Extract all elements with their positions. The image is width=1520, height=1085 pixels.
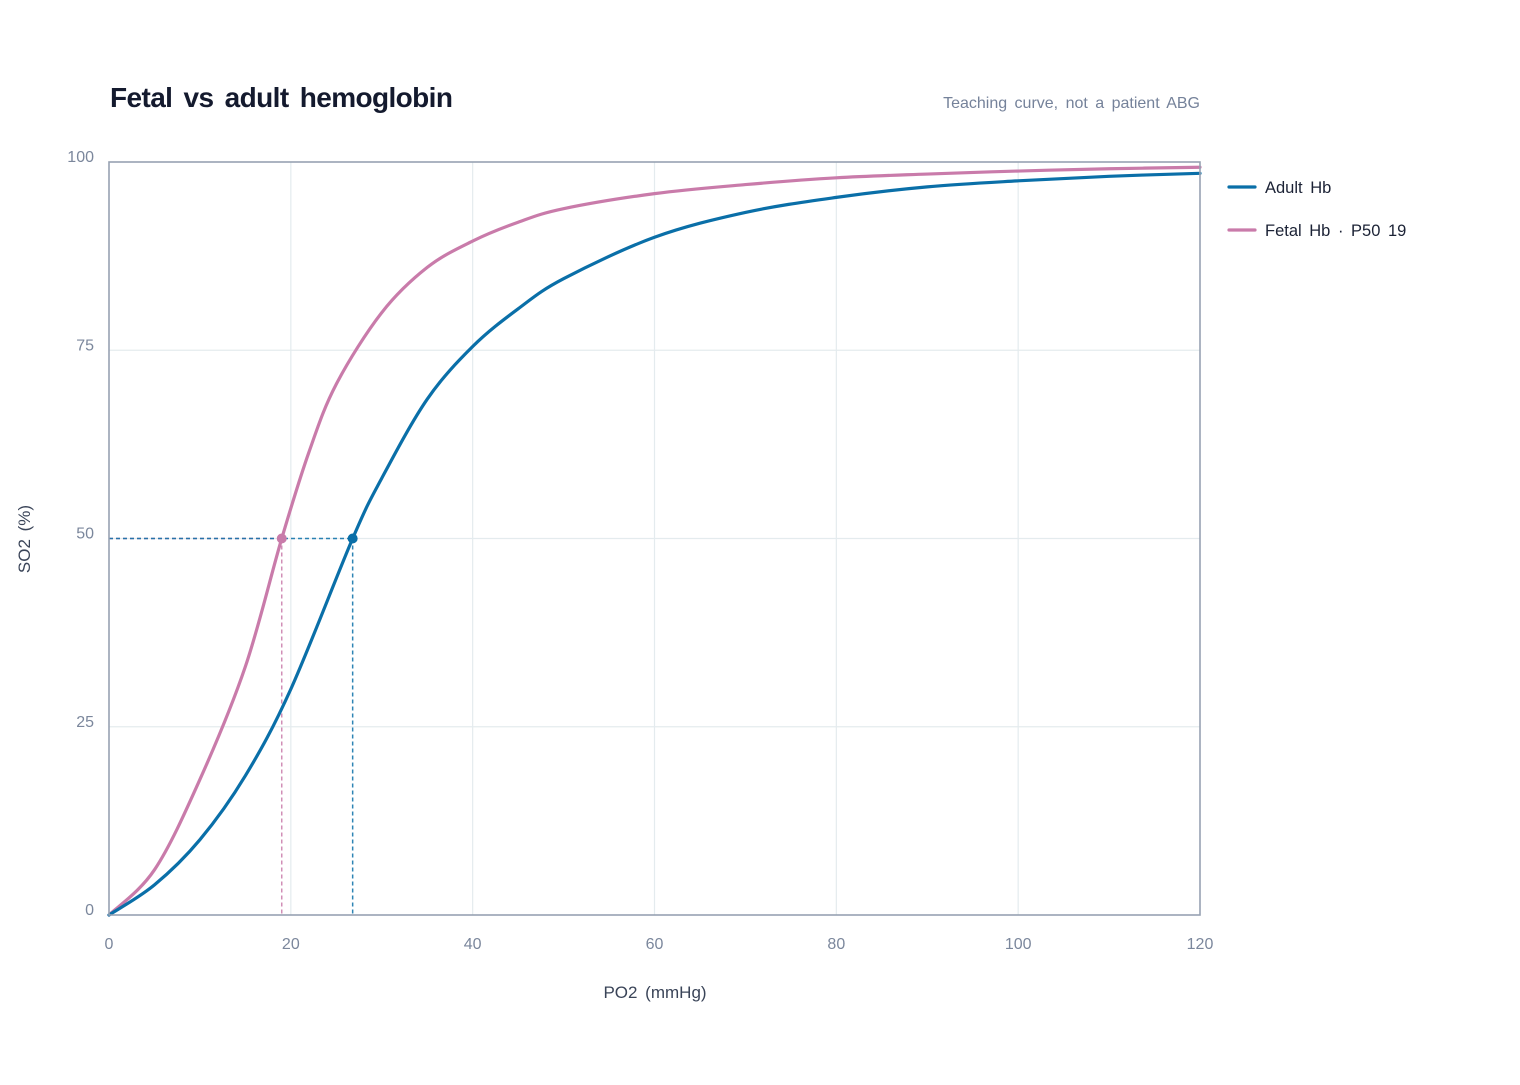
y-tick-label: 25 (76, 714, 94, 731)
x-tick-label: 100 (1005, 936, 1032, 953)
y-axis-label: SO2 (%) (15, 505, 34, 573)
series-line-adult (107, 171, 1202, 917)
p50-marker-fetal (276, 533, 287, 544)
x-tick-label: 60 (646, 936, 664, 953)
grid (109, 162, 1200, 915)
x-tick-label: 120 (1187, 936, 1214, 953)
p50-markers (276, 533, 358, 544)
series-line-fetal (107, 165, 1202, 917)
plot-frame (108, 161, 1201, 916)
chart-subtitle: Teaching curve, not a patient ABG (943, 95, 1200, 112)
x-axis-label: PO2 (mmHg) (603, 983, 706, 1002)
chart-title: Fetal vs adult hemoglobin (110, 82, 452, 113)
x-tick-label: 80 (827, 936, 845, 953)
tick-labels: 0 20 40 60 80 100 120 0 25 50 75 100 (67, 149, 1213, 953)
legend: Adult Hb Fetal Hb · P50 19 (1227, 179, 1406, 240)
x-tick-label: 20 (282, 936, 300, 953)
x-tick-label: 0 (105, 936, 114, 953)
legend-label-fetal: Fetal Hb · P50 19 (1265, 222, 1406, 240)
y-tick-label: 75 (76, 337, 94, 354)
x-tick-label: 40 (464, 936, 482, 953)
legend-label-adult: Adult Hb (1265, 179, 1331, 197)
p50-guides (109, 537, 354, 915)
series-lines (107, 165, 1202, 917)
y-tick-label: 100 (67, 149, 94, 166)
y-tick-label: 50 (76, 526, 94, 543)
y-tick-label: 0 (85, 902, 94, 919)
p50-marker-adult (347, 533, 358, 544)
